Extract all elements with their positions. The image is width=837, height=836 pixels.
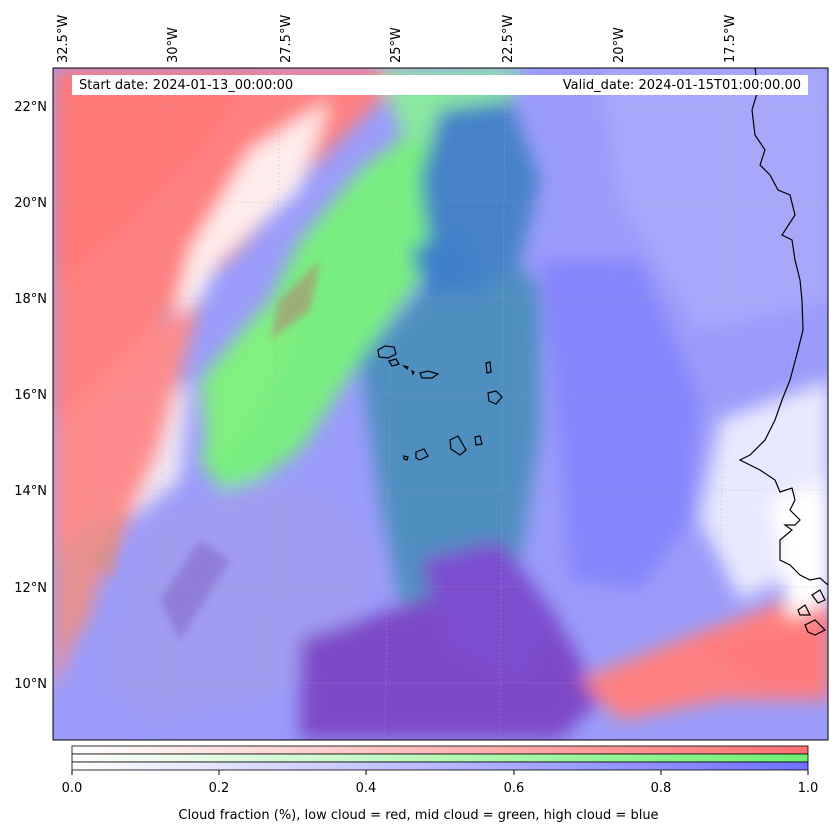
lat-labels: 22°N 20°N 18°N 16°N 14°N 12°N 10°N [14,100,47,692]
lon-tick-label: 25°W [389,27,404,63]
lat-tick-label: 14°N [14,484,47,499]
lon-tick-label: 20°W [612,27,627,63]
coastlines [738,68,828,636]
lon-tick-label: 27.5°W [279,15,294,63]
lon-tick-label: 22.5°W [501,15,516,63]
cape-verde-islands [377,345,503,461]
date-info-bar: Start date: 2024-01-13_00:00:00 Valid_da… [72,75,808,95]
lat-tick-label: 10°N [14,677,47,692]
lat-tick-label: 16°N [14,388,47,403]
africa-coastline [738,68,828,586]
lon-tick-label: 17.5°W [723,15,738,63]
colorbar-label: Cloud fraction (%), low cloud = red, mid… [178,808,659,823]
colorbar-tick-label: 0.4 [356,781,377,796]
lat-tick-label: 18°N [14,292,47,307]
lat-tick-label: 20°N [14,196,47,211]
colorbar-low [71,745,809,755]
colorbar-high [71,761,809,771]
colorbar-mid [71,753,809,763]
colorbar-tick-label: 0.8 [651,781,672,796]
map-frame [52,67,829,741]
colorbar-tick-label: 0.6 [504,781,525,796]
lon-labels: 32.5°W 30°W 27.5°W 25°W 22.5°W 20°W 17.5… [56,15,738,63]
lon-tick-label: 30°W [166,27,181,63]
start-date-label: Start date: 2024-01-13_00:00:00 [79,77,294,93]
valid-date-label: Valid_date: 2024-01-15T01:00:00.00 [562,77,801,93]
colorbar-tick-label: 0.2 [209,781,230,796]
lat-tick-label: 22°N [14,100,47,115]
colorbar-tick-label: 1.0 [798,781,819,796]
gridlines [53,67,828,741]
lat-tick-label: 12°N [14,581,47,596]
lon-tick-label: 32.5°W [56,15,71,63]
cloud-field [53,68,828,740]
colorbar-tick-label: 0.0 [62,781,83,796]
colorbar: 0.0 0.2 0.4 0.6 0.8 1.0 [62,745,819,796]
